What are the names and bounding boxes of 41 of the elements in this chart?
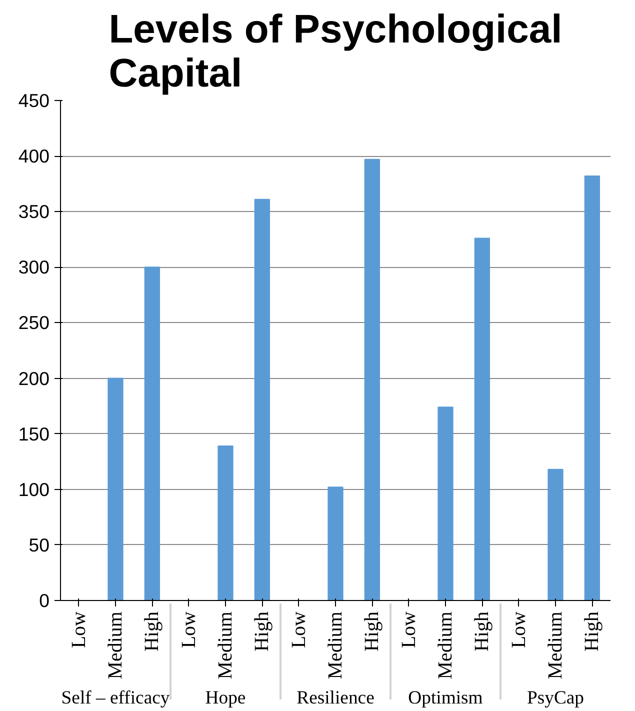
text: Self – efficacy <box>61 687 170 708</box>
x-tick-label: Medium <box>434 611 456 680</box>
chart-title: Levels of Psychological Capital <box>108 8 562 96</box>
x-tick-label: High <box>141 612 164 652</box>
bar <box>144 266 160 600</box>
text: Resilience <box>296 687 374 708</box>
x-tick-label: Medium <box>324 611 346 680</box>
bar <box>474 238 490 600</box>
x-tick-label: High <box>361 612 384 652</box>
y-tick-label: 350 <box>18 201 50 222</box>
bar <box>548 468 564 600</box>
text: PsyCap <box>526 687 584 708</box>
y-tick-label: 150 <box>18 423 50 444</box>
x-tick-label: Low <box>68 610 90 648</box>
y-tick-label: 400 <box>18 146 50 167</box>
x-tick-label: Medium <box>544 611 566 680</box>
y-tick-label: 450 <box>18 90 50 111</box>
bar <box>218 446 234 600</box>
x-tick-label: Low <box>508 610 530 648</box>
x-tick-label: High <box>251 612 274 652</box>
x-tick-label: Low <box>398 610 420 648</box>
x-tick-label: Medium <box>104 611 126 680</box>
x-tick-label: Medium <box>214 611 236 680</box>
x-tick-label: Low <box>288 610 310 648</box>
y-tick-label: 300 <box>18 256 50 278</box>
bar <box>254 198 270 600</box>
y-tick-label: 250 <box>18 312 50 334</box>
y-tick-label: 200 <box>18 368 50 389</box>
bar <box>108 378 124 600</box>
bar <box>328 486 344 600</box>
x-tick-label: Low <box>178 610 200 648</box>
y-tick-label: 100 <box>18 478 50 500</box>
bar <box>438 406 454 600</box>
y-tick-label: 50 <box>28 534 50 556</box>
bar <box>364 158 380 600</box>
y-tick-label: 0 <box>39 590 50 611</box>
x-tick-label: High <box>471 612 494 652</box>
x-tick-label: High <box>581 612 604 652</box>
bar <box>584 176 600 600</box>
text: Hope <box>205 687 246 708</box>
text: Optimism <box>408 687 484 708</box>
